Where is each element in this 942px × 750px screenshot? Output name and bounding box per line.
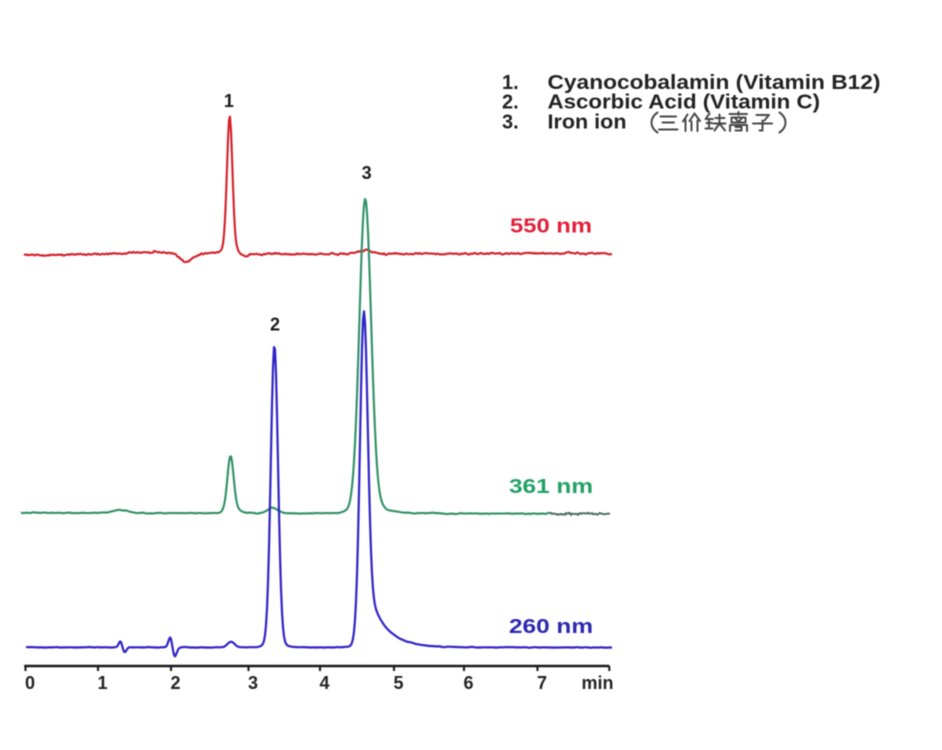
svg-text:1: 1: [224, 91, 234, 111]
svg-text:260 nm: 260 nm: [509, 616, 593, 638]
svg-text:6: 6: [463, 673, 473, 693]
svg-text:Iron ion: Iron ion: [548, 112, 627, 134]
svg-text:1: 1: [97, 673, 107, 693]
svg-text:5: 5: [393, 673, 403, 693]
svg-text:0: 0: [25, 673, 35, 693]
svg-text:2: 2: [270, 315, 280, 335]
svg-text:7: 7: [537, 673, 547, 693]
svg-text:1.: 1.: [502, 72, 519, 94]
svg-text:2: 2: [170, 673, 180, 693]
svg-text:2.: 2.: [502, 92, 519, 114]
svg-text:3: 3: [362, 163, 372, 183]
svg-text:Ascorbic Acid (Vitamin C): Ascorbic Acid (Vitamin C): [548, 92, 821, 114]
svg-text:4: 4: [319, 673, 329, 693]
svg-text:3: 3: [248, 673, 258, 693]
svg-text:550 nm: 550 nm: [510, 216, 592, 238]
svg-text:Cyanocobalamin (Vitamin B12): Cyanocobalamin (Vitamin B12): [548, 72, 881, 94]
svg-text:3.: 3.: [502, 112, 519, 134]
svg-text:361 nm: 361 nm: [509, 476, 593, 498]
svg-text:min: min: [581, 673, 613, 693]
